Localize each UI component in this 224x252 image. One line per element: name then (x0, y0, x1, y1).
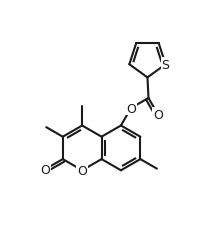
Text: O: O (77, 164, 87, 177)
Text: S: S (162, 58, 170, 72)
Text: O: O (126, 102, 136, 115)
Text: O: O (153, 109, 163, 121)
Text: O: O (40, 163, 50, 176)
